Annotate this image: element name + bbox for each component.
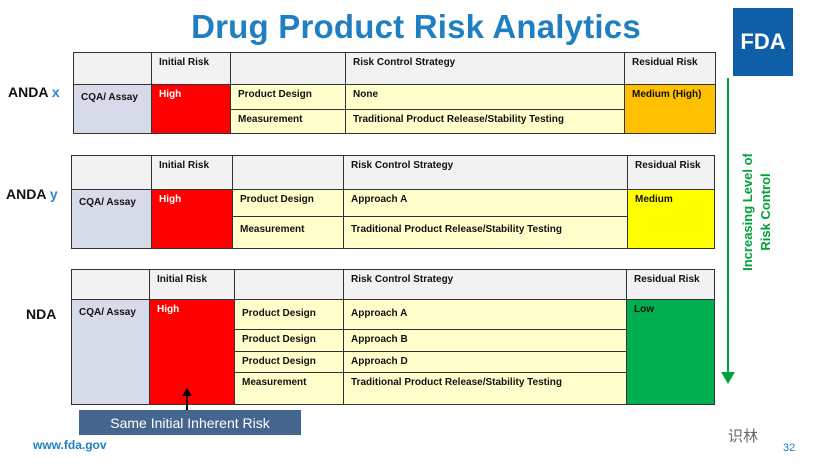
initial-risk-high: High bbox=[149, 299, 235, 405]
header-risk-control-strategy: Risk Control Strategy bbox=[343, 269, 627, 300]
watermark: 识林 bbox=[728, 428, 759, 445]
row-label-anda-y: ANDA y bbox=[6, 186, 58, 202]
strategy-cell: Traditional Product Release/Stability Te… bbox=[343, 216, 628, 249]
row-label-text: ANDA bbox=[8, 84, 48, 100]
strategy-cell: Traditional Product Release/Stability Te… bbox=[343, 372, 627, 405]
row-label-suffix: y bbox=[49, 186, 58, 202]
header-residual-risk: Residual Risk bbox=[624, 52, 716, 85]
callout-box: Same Initial Inherent Risk bbox=[79, 410, 301, 435]
header-initial-risk: Initial Risk bbox=[151, 155, 233, 190]
header-blank bbox=[230, 52, 346, 85]
strategy-cell: Traditional Product Release/Stability Te… bbox=[345, 109, 625, 134]
risk-control-arrow-line bbox=[727, 78, 729, 374]
factor-cell: Product Design bbox=[232, 189, 344, 217]
row-label-suffix: x bbox=[51, 84, 60, 100]
residual-risk-medium: Medium bbox=[627, 189, 715, 249]
row-label-nda: NDA bbox=[26, 306, 56, 322]
header-blank bbox=[73, 52, 152, 85]
header-blank bbox=[234, 269, 344, 300]
header-risk-control-strategy: Risk Control Strategy bbox=[345, 52, 625, 85]
initial-risk-high: High bbox=[151, 189, 233, 249]
factor-cell: Measurement bbox=[230, 109, 346, 134]
factor-cell: Measurement bbox=[232, 216, 344, 249]
strategy-cell: Approach B bbox=[343, 329, 627, 352]
residual-risk-medium-high: Medium (High) bbox=[624, 84, 716, 134]
page-number: 32 bbox=[783, 442, 796, 454]
strategy-cell: None bbox=[345, 84, 625, 110]
down-arrow-icon bbox=[721, 372, 735, 384]
increasing-risk-control-label: Increasing Level of Risk Control bbox=[739, 152, 781, 270]
factor-cell: Product Design bbox=[234, 299, 344, 330]
cqa-assay-cell: CQA/ Assay bbox=[71, 189, 152, 249]
footer-url[interactable]: www.fda.gov bbox=[33, 438, 107, 452]
cqa-assay-cell: CQA/ Assay bbox=[73, 84, 152, 134]
strategy-cell: Approach A bbox=[343, 189, 628, 217]
row-label-text: ANDA bbox=[6, 186, 46, 202]
residual-risk-low: Low bbox=[626, 299, 715, 405]
header-blank bbox=[71, 155, 152, 190]
factor-cell: Measurement bbox=[234, 372, 344, 405]
header-residual-risk: Residual Risk bbox=[627, 155, 715, 190]
factor-cell: Product Design bbox=[234, 351, 344, 373]
strategy-cell: Approach A bbox=[343, 299, 627, 330]
up-arrow-icon bbox=[182, 388, 192, 396]
side-text-line-2: Risk Control bbox=[758, 173, 773, 250]
header-initial-risk: Initial Risk bbox=[149, 269, 235, 300]
header-initial-risk: Initial Risk bbox=[151, 52, 231, 85]
side-text-line-1: Increasing Level of bbox=[740, 154, 755, 270]
cqa-assay-cell: CQA/ Assay bbox=[71, 299, 150, 405]
row-label-anda-x: ANDA x bbox=[8, 84, 60, 100]
fda-logo: FDA bbox=[733, 8, 793, 76]
header-residual-risk: Residual Risk bbox=[626, 269, 715, 300]
strategy-cell: Approach D bbox=[343, 351, 627, 373]
callout-arrow-line bbox=[186, 394, 188, 412]
header-risk-control-strategy: Risk Control Strategy bbox=[343, 155, 628, 190]
header-blank bbox=[232, 155, 344, 190]
factor-cell: Product Design bbox=[234, 329, 344, 352]
row-label-text: NDA bbox=[26, 306, 57, 322]
initial-risk-high: High bbox=[151, 84, 231, 134]
factor-cell: Product Design bbox=[230, 84, 346, 110]
page-title: Drug Product Risk Analytics bbox=[191, 8, 641, 45]
header-blank bbox=[71, 269, 150, 300]
